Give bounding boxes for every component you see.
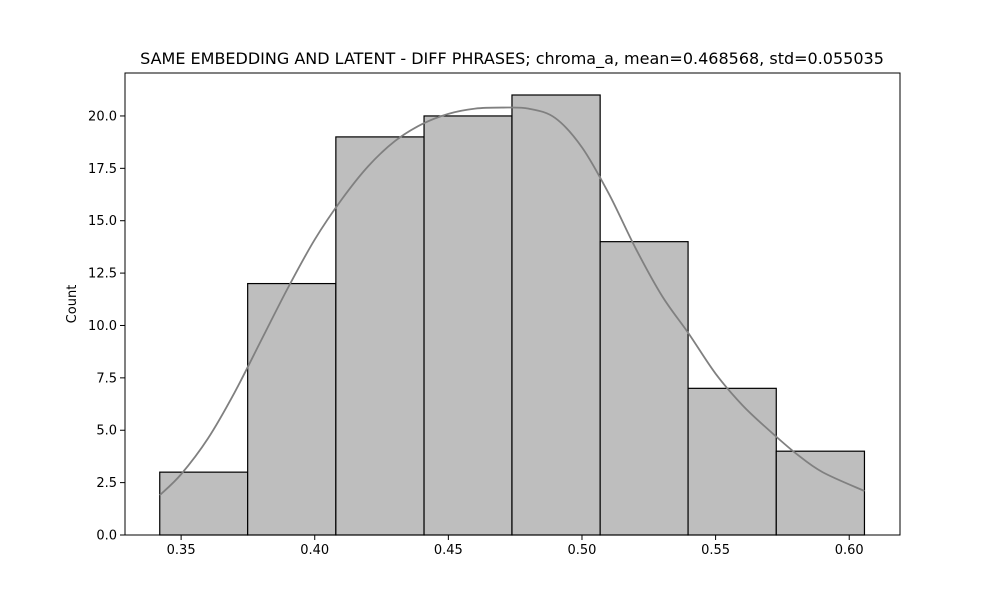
x-tick-label: 0.35 — [167, 543, 196, 558]
x-tick-label: 0.60 — [835, 543, 864, 558]
histogram-bar — [335, 136, 425, 536]
histogram-bar — [687, 387, 777, 536]
y-tick-label: 12.5 — [88, 267, 117, 282]
histogram-bar — [423, 115, 513, 536]
histogram-bar — [599, 241, 689, 536]
kde-curve — [159, 106, 865, 496]
x-tick-label: 0.55 — [701, 543, 730, 558]
bars-group — [159, 94, 866, 536]
x-tick-label: 0.50 — [568, 543, 597, 558]
x-tick-label: 0.45 — [434, 543, 463, 558]
y-tick-label: 15.0 — [88, 214, 117, 229]
y-tick-label: 7.5 — [96, 371, 117, 386]
x-axis-ticks: 0.35 0.40 0.45 0.50 0.55 0.60 — [167, 535, 864, 558]
plot-frame — [124, 72, 901, 536]
x-tick-label: 0.40 — [300, 543, 329, 558]
y-axis-ticks: 0.0 2.5 5.0 7.5 10.0 12.5 15.0 17.5 20.0 — [88, 109, 125, 544]
y-tick-label: 2.5 — [96, 476, 117, 491]
y-tick-label: 10.0 — [88, 319, 117, 334]
y-tick-label: 0.0 — [96, 529, 117, 544]
histogram-bar — [247, 282, 337, 536]
y-tick-label: 17.5 — [88, 162, 117, 177]
chart-title: SAME EMBEDDING AND LATENT - DIFF PHRASES… — [140, 49, 884, 69]
histogram-bar — [159, 471, 249, 536]
y-axis-label: Count — [65, 285, 80, 324]
y-tick-label: 20.0 — [88, 109, 117, 124]
histogram-bar — [775, 450, 866, 536]
histogram-bar — [511, 94, 601, 536]
y-tick-label: 5.0 — [96, 424, 117, 439]
